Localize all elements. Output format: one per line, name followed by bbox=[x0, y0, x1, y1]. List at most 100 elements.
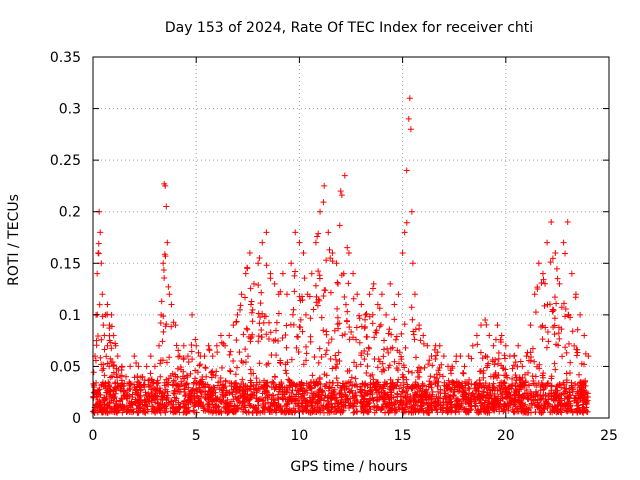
data-point bbox=[551, 392, 558, 399]
data-point bbox=[366, 403, 373, 410]
data-point bbox=[391, 401, 398, 408]
data-point bbox=[540, 276, 547, 283]
data-point bbox=[197, 378, 204, 385]
data-point bbox=[414, 405, 421, 412]
data-point bbox=[567, 359, 574, 366]
data-point bbox=[505, 407, 512, 414]
data-point bbox=[242, 346, 249, 353]
data-point bbox=[106, 387, 113, 394]
peak-point bbox=[325, 229, 332, 236]
data-point bbox=[506, 395, 513, 402]
data-point bbox=[134, 373, 141, 380]
data-point bbox=[218, 339, 225, 346]
peak-point bbox=[184, 353, 191, 360]
data-point bbox=[502, 372, 509, 379]
data-point bbox=[442, 393, 449, 400]
peak-point bbox=[135, 363, 142, 370]
data-point bbox=[315, 268, 322, 275]
data-point bbox=[229, 391, 236, 398]
y-tick-label: 0.3 bbox=[59, 102, 81, 118]
data-point bbox=[311, 409, 318, 416]
data-point bbox=[343, 317, 350, 324]
data-point bbox=[509, 365, 516, 372]
data-point bbox=[157, 409, 164, 416]
data-point bbox=[193, 385, 200, 392]
data-point bbox=[580, 404, 587, 411]
data-point bbox=[380, 353, 387, 360]
data-point bbox=[347, 388, 354, 395]
data-point bbox=[283, 344, 290, 351]
peak-point bbox=[267, 270, 274, 277]
data-point bbox=[272, 337, 279, 344]
data-point bbox=[529, 345, 536, 352]
peak-point bbox=[162, 182, 169, 189]
data-point bbox=[111, 394, 118, 401]
data-point bbox=[425, 405, 432, 412]
data-point bbox=[188, 341, 195, 348]
data-point bbox=[322, 351, 329, 358]
data-point bbox=[270, 379, 277, 386]
data-point bbox=[349, 382, 356, 389]
data-point bbox=[401, 364, 408, 371]
peak-point bbox=[292, 229, 299, 236]
data-point bbox=[98, 336, 105, 343]
data-point bbox=[93, 342, 100, 349]
data-point bbox=[409, 316, 416, 323]
data-point bbox=[408, 304, 415, 311]
data-point bbox=[248, 370, 255, 377]
data-point bbox=[403, 219, 410, 226]
data-point bbox=[263, 331, 270, 338]
x-tick-label: 25 bbox=[600, 428, 618, 444]
data-point bbox=[490, 384, 497, 391]
data-point bbox=[386, 384, 393, 391]
data-point bbox=[182, 392, 189, 399]
data-point bbox=[255, 333, 262, 340]
data-point bbox=[290, 321, 297, 328]
data-point bbox=[351, 359, 358, 366]
data-point bbox=[301, 275, 308, 282]
peak-point bbox=[317, 208, 324, 215]
data-point bbox=[456, 384, 463, 391]
data-point bbox=[222, 401, 229, 408]
data-point bbox=[370, 397, 377, 404]
data-point bbox=[376, 305, 383, 312]
data-point bbox=[420, 408, 427, 415]
data-point bbox=[510, 397, 517, 404]
peak-point bbox=[354, 291, 361, 298]
peak-point bbox=[99, 291, 106, 298]
data-point bbox=[574, 349, 581, 356]
data-point bbox=[93, 391, 100, 398]
data-point bbox=[461, 390, 468, 397]
data-point bbox=[362, 323, 369, 330]
data-point bbox=[550, 307, 557, 314]
data-point bbox=[521, 390, 528, 397]
data-point bbox=[316, 275, 323, 282]
data-point bbox=[544, 404, 551, 411]
data-point bbox=[118, 395, 125, 402]
data-point bbox=[255, 282, 262, 289]
data-point bbox=[501, 406, 508, 413]
data-point bbox=[276, 386, 283, 393]
data-point bbox=[325, 339, 332, 346]
data-point bbox=[161, 274, 168, 281]
data-point bbox=[290, 380, 297, 387]
data-point bbox=[111, 362, 118, 369]
data-point bbox=[480, 392, 487, 399]
data-point bbox=[354, 383, 361, 390]
data-point bbox=[213, 409, 220, 416]
x-tick-label: 20 bbox=[497, 428, 515, 444]
peak-point bbox=[284, 291, 291, 298]
data-point bbox=[466, 376, 473, 383]
y-tick-label: 0.25 bbox=[50, 153, 81, 169]
data-point bbox=[391, 400, 398, 407]
data-point bbox=[563, 349, 570, 356]
data-point bbox=[165, 283, 172, 290]
data-point bbox=[491, 406, 498, 413]
x-tick-label: 0 bbox=[89, 428, 98, 444]
data-point bbox=[132, 389, 139, 396]
data-point bbox=[217, 378, 224, 385]
data-point bbox=[179, 400, 186, 407]
data-point bbox=[329, 365, 336, 372]
data-point bbox=[547, 259, 554, 266]
data-point bbox=[141, 377, 148, 384]
